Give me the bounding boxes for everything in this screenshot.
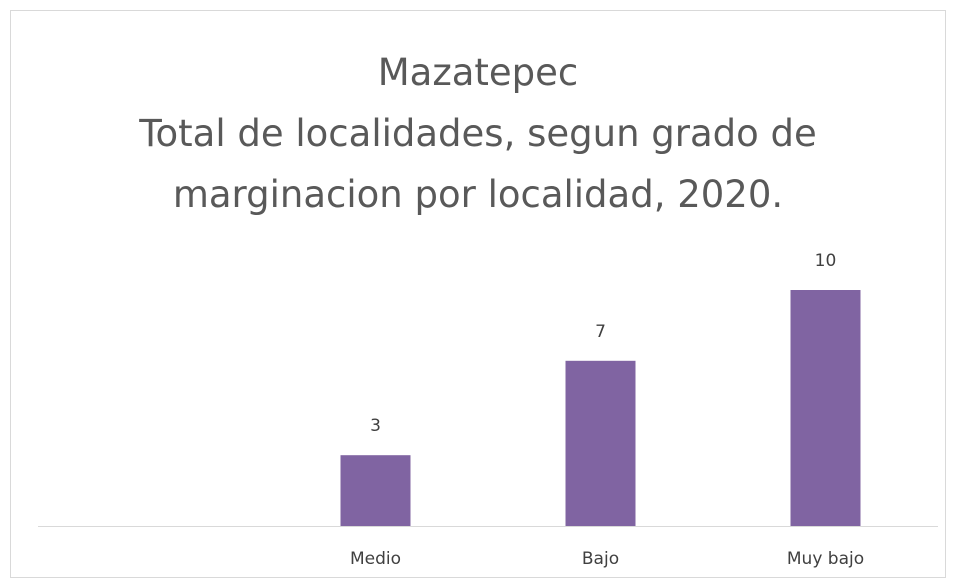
titles: Mazatepec Total de localidades, segun gr… [100,42,856,225]
x-tick-label: Muy bajo [787,549,864,569]
x-tick-label: Medio [350,549,401,569]
data-label: 7 [595,322,606,342]
chart-frame [10,10,946,578]
x-tick-label: Bajo [582,549,619,569]
data-label: 10 [815,251,837,271]
bar [790,290,861,526]
chart-subtitle: Total de localidades, segun grado de mar… [139,112,817,216]
data-label: 3 [370,416,381,436]
chart-title: Mazatepec [377,51,579,94]
bar [565,360,636,526]
bar [340,455,411,526]
